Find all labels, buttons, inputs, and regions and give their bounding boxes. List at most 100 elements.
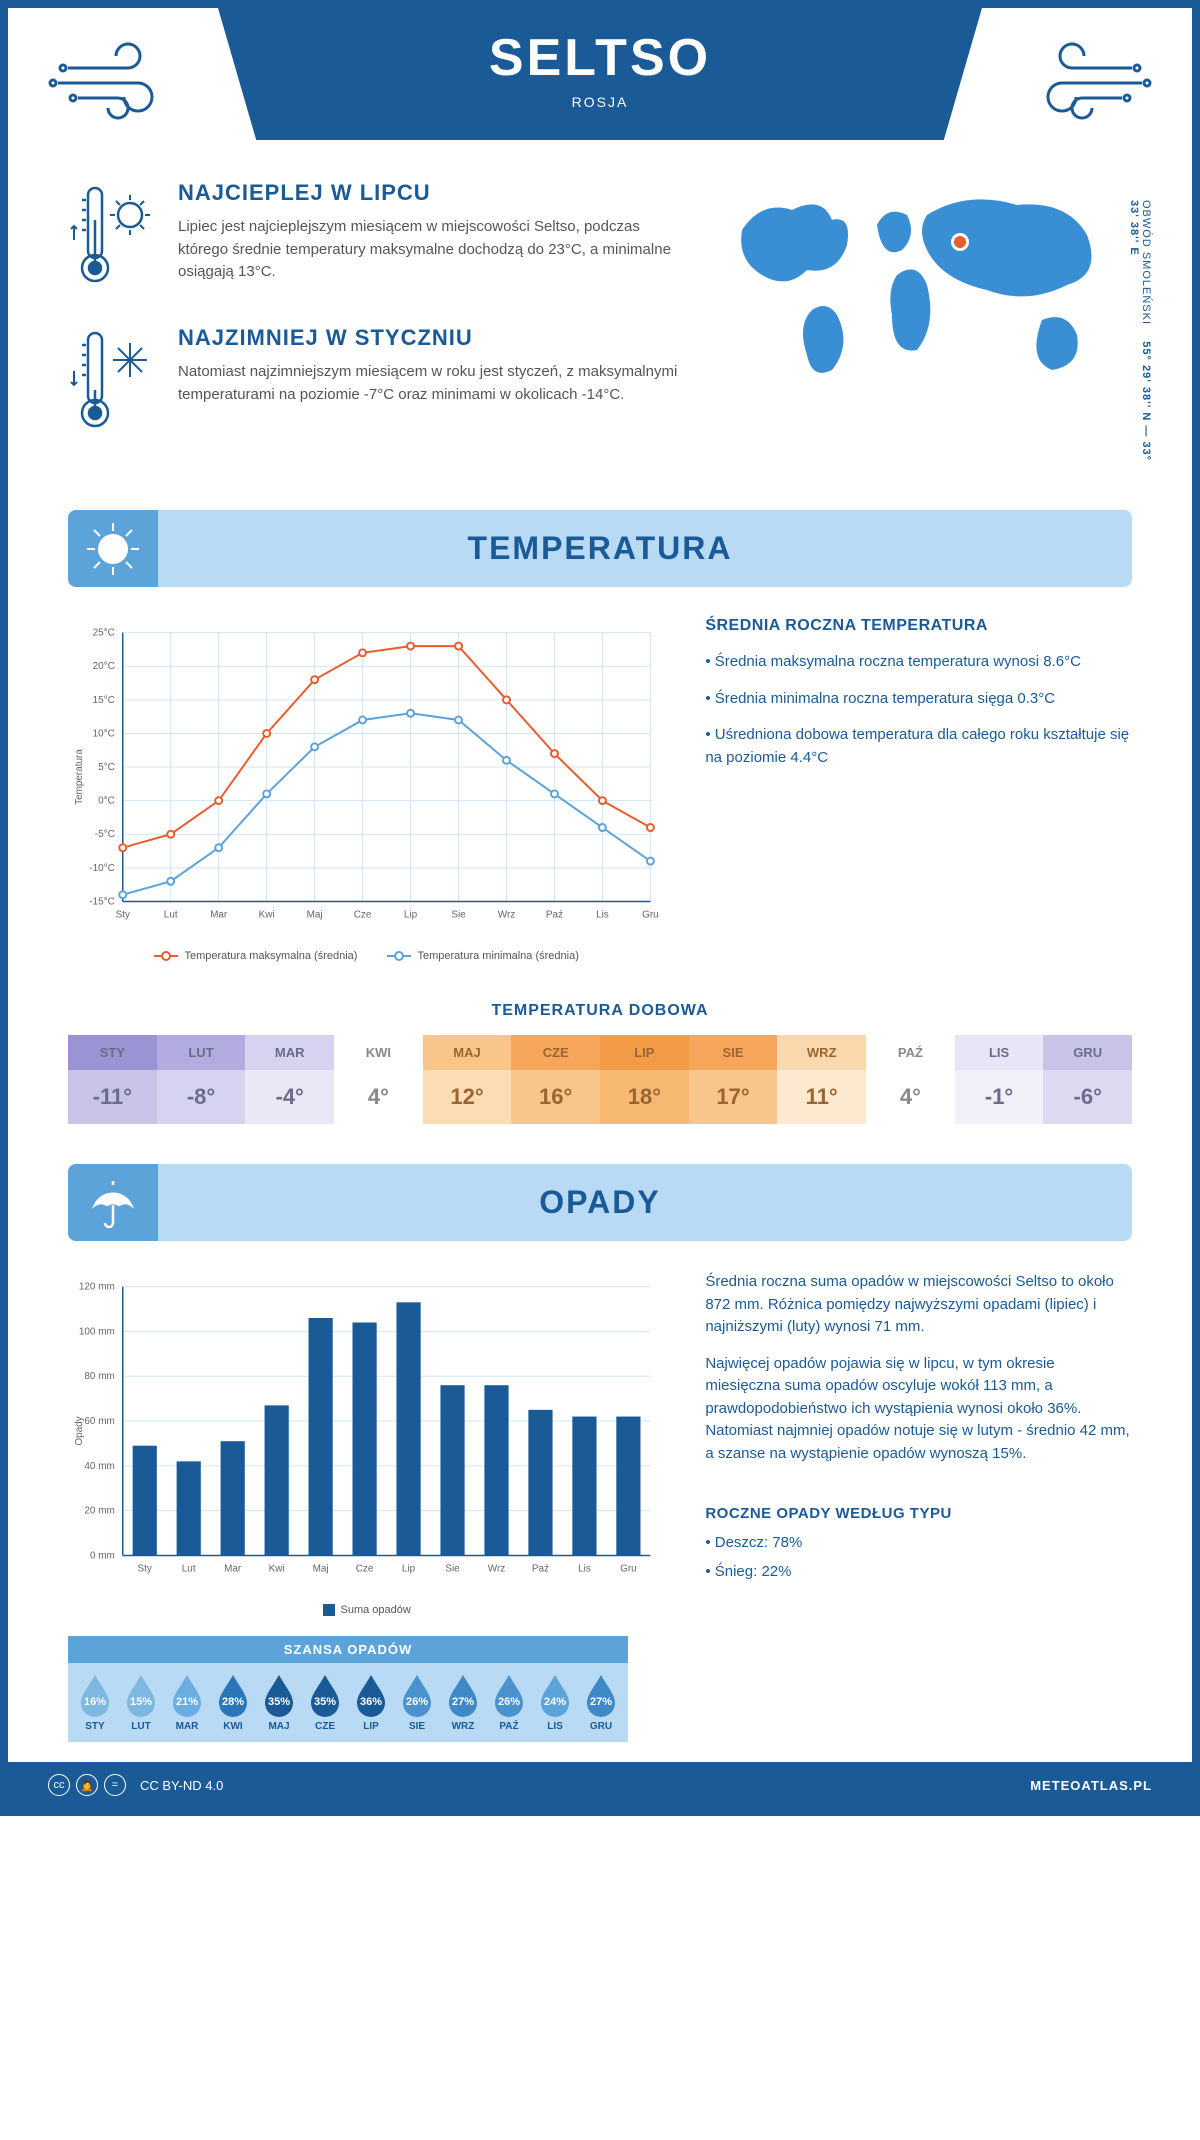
annual-temp-title: ŚREDNIA ROCZNA TEMPERATURA xyxy=(705,617,1132,635)
warm-info-block: NAJCIEPLEJ W LIPCU Lipiec jest najcieple… xyxy=(68,180,682,295)
daily-temp-cell: LUT-8° xyxy=(157,1035,246,1124)
svg-text:Temperatura: Temperatura xyxy=(74,749,85,805)
warm-title: NAJCIEPLEJ W LIPCU xyxy=(178,180,682,206)
svg-text:Sie: Sie xyxy=(445,1563,460,1574)
chance-cell: 26%PAŹ xyxy=(486,1673,532,1732)
svg-text:Kwi: Kwi xyxy=(259,909,275,920)
svg-text:20°C: 20°C xyxy=(93,661,115,672)
svg-text:80 mm: 80 mm xyxy=(84,1371,114,1382)
footer: cc 🙍 = CC BY-ND 4.0 METEOATLAS.PL xyxy=(8,1762,1192,1808)
svg-text:15%: 15% xyxy=(130,1696,152,1708)
svg-text:Lip: Lip xyxy=(404,909,418,920)
world-map-icon xyxy=(712,180,1132,400)
temperature-chart: -15°C -10°C -5°C 0°C 5°C 10°C 15°C 20°C 25°C Sty L… xyxy=(68,617,665,962)
svg-text:15°C: 15°C xyxy=(93,695,115,706)
precip-rain: • Deszcz: 78% xyxy=(705,1532,1132,1555)
annual-temp-b2: • Średnia minimalna roczna temperatura s… xyxy=(705,688,1132,711)
svg-text:Cze: Cze xyxy=(356,1563,374,1574)
daily-temp-cell: MAR-4° xyxy=(245,1035,334,1124)
svg-text:Maj: Maj xyxy=(313,1563,329,1574)
daily-temp-cell: GRU-6° xyxy=(1043,1035,1132,1124)
svg-text:5°C: 5°C xyxy=(98,762,115,773)
title-banner: SELTSO ROSJA xyxy=(218,8,982,140)
precip-title: OPADY xyxy=(68,1184,1132,1221)
daily-temp-cell: LIS-1° xyxy=(955,1035,1044,1124)
svg-text:Lut: Lut xyxy=(164,909,178,920)
svg-text:100 mm: 100 mm xyxy=(79,1326,115,1337)
svg-text:Wrz: Wrz xyxy=(488,1563,506,1574)
precip-p1: Średnia roczna suma opadów w miejscowośc… xyxy=(705,1271,1132,1339)
svg-text:-5°C: -5°C xyxy=(95,829,115,840)
info-row: NAJCIEPLEJ W LIPCU Lipiec jest najcieple… xyxy=(8,150,1192,510)
precip-text: Średnia roczna suma opadów w miejscowośc… xyxy=(705,1271,1132,1616)
precip-chart-legend: Suma opadów xyxy=(68,1604,665,1616)
svg-text:Sty: Sty xyxy=(116,909,130,920)
thermometer-hot-icon xyxy=(68,180,158,295)
svg-text:0°C: 0°C xyxy=(98,796,115,807)
svg-text:20 mm: 20 mm xyxy=(84,1506,114,1517)
svg-text:Opady: Opady xyxy=(74,1416,85,1445)
precip-chance-table: SZANSA OPADÓW 16%STY15%LUT21%MAR28%KWI35… xyxy=(68,1636,628,1742)
coordinates-text: OBWÓD SMOLEŃSKI 55° 29' 38'' N — 33° 33'… xyxy=(1128,200,1152,470)
svg-text:10°C: 10°C xyxy=(93,728,115,739)
daily-temp-cell: WRZ11° xyxy=(777,1035,866,1124)
svg-text:24%: 24% xyxy=(544,1696,566,1708)
daily-temp-cell: PAŹ4° xyxy=(866,1035,955,1124)
svg-text:25°C: 25°C xyxy=(93,628,115,639)
thermometer-cold-icon xyxy=(68,325,158,440)
daily-temp-table: STY-11°LUT-8°MAR-4°KWI4°MAJ12°CZE16°LIP1… xyxy=(68,1035,1132,1124)
svg-text:26%: 26% xyxy=(406,1696,428,1708)
svg-text:Lut: Lut xyxy=(182,1563,196,1574)
site-name: METEOATLAS.PL xyxy=(1030,1778,1152,1793)
daily-temp-cell: KWI4° xyxy=(334,1035,423,1124)
svg-text:26%: 26% xyxy=(498,1696,520,1708)
precip-chart: 0 mm20 mm40 mm60 mm80 mm100 mm120 mmStyL… xyxy=(68,1271,665,1616)
daily-temp-cell: MAJ12° xyxy=(423,1035,512,1124)
svg-text:28%: 28% xyxy=(222,1696,244,1708)
svg-text:-15°C: -15°C xyxy=(89,896,115,907)
warm-text: Lipiec jest najcieplejszym miesiącem w m… xyxy=(178,216,682,284)
daily-temp-cell: SIE17° xyxy=(689,1035,778,1124)
country-subtitle: ROSJA xyxy=(218,94,982,110)
precip-section-header: OPADY xyxy=(68,1164,1132,1241)
svg-text:Sty: Sty xyxy=(138,1563,152,1574)
wind-icon-left xyxy=(48,28,188,133)
temperature-section-header: TEMPERATURA xyxy=(68,510,1132,587)
temperature-title: TEMPERATURA xyxy=(68,530,1132,567)
chance-cell: 21%MAR xyxy=(164,1673,210,1732)
chance-cell: 35%CZE xyxy=(302,1673,348,1732)
svg-text:Gru: Gru xyxy=(642,909,659,920)
svg-text:Wrz: Wrz xyxy=(498,909,516,920)
annual-temp-b3: • Uśredniona dobowa temperatura dla całe… xyxy=(705,724,1132,769)
precip-type-block: ROCZNE OPADY WEDŁUG TYPU • Deszcz: 78% •… xyxy=(705,1505,1132,1583)
world-map-box: OBWÓD SMOLEŃSKI 55° 29' 38'' N — 33° 33'… xyxy=(712,180,1132,470)
chance-cell: 16%STY xyxy=(72,1673,118,1732)
chance-cell: 15%LUT xyxy=(118,1673,164,1732)
svg-text:36%: 36% xyxy=(360,1696,382,1708)
svg-text:-10°C: -10°C xyxy=(89,863,115,874)
city-title: SELTSO xyxy=(218,28,982,88)
svg-text:Paź: Paź xyxy=(546,909,563,920)
svg-text:60 mm: 60 mm xyxy=(84,1416,114,1427)
annual-temp-b1: • Średnia maksymalna roczna temperatura … xyxy=(705,651,1132,674)
chance-cell: 27%WRZ xyxy=(440,1673,486,1732)
svg-text:Cze: Cze xyxy=(354,909,372,920)
daily-temp-cell: CZE16° xyxy=(511,1035,600,1124)
daily-temp-title: TEMPERATURA DOBOWA xyxy=(8,1002,1192,1020)
by-icon: 🙍 xyxy=(76,1774,98,1796)
svg-text:Sie: Sie xyxy=(451,909,466,920)
cold-info-block: NAJZIMNIEJ W STYCZNIU Natomiast najzimni… xyxy=(68,325,682,440)
svg-text:Mar: Mar xyxy=(224,1563,242,1574)
daily-temp-cell: LIP18° xyxy=(600,1035,689,1124)
annual-temp-text: ŚREDNIA ROCZNA TEMPERATURA • Średnia mak… xyxy=(705,617,1132,962)
sun-icon xyxy=(68,510,158,587)
nd-icon: = xyxy=(104,1774,126,1796)
cold-text: Natomiast najzimniejszym miesiącem w rok… xyxy=(178,361,682,406)
svg-text:Mar: Mar xyxy=(210,909,228,920)
svg-text:35%: 35% xyxy=(268,1696,290,1708)
svg-text:Lis: Lis xyxy=(596,909,609,920)
svg-text:Kwi: Kwi xyxy=(269,1563,285,1574)
svg-text:Lip: Lip xyxy=(402,1563,416,1574)
precip-type-title: ROCZNE OPADY WEDŁUG TYPU xyxy=(705,1505,1132,1522)
svg-text:27%: 27% xyxy=(452,1696,474,1708)
